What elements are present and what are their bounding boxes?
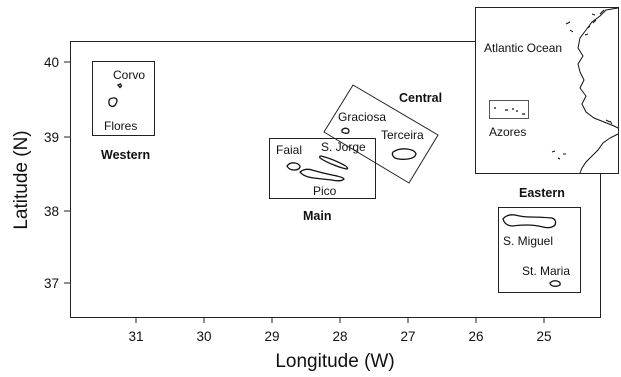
faial-label: Faial <box>276 143 302 157</box>
corvo-island <box>116 83 123 89</box>
y-axis-title: Latitude (N) <box>11 130 32 229</box>
western-group-box <box>92 61 155 136</box>
y-tick-label: 37 <box>44 276 59 291</box>
coast-detail <box>584 9 613 125</box>
main-group: Faial S. Jorge Pico Main <box>269 138 376 223</box>
inset-frame <box>475 7 619 174</box>
flores-island <box>108 97 118 108</box>
main-group-box <box>269 138 376 199</box>
sao-miguel-island <box>502 214 557 229</box>
terceira-label: Terceira <box>381 128 424 142</box>
x-tick-label: 26 <box>468 329 483 344</box>
x-tick-label: 30 <box>196 329 211 344</box>
corvo-label: Corvo <box>113 68 145 82</box>
iberia-coastline <box>577 7 619 129</box>
pico-island <box>299 168 345 182</box>
inset-map: Atlantic Ocean Azores <box>475 7 619 174</box>
central-group: Graciosa Terceira Central <box>323 84 442 184</box>
santa-maria-label: St. Maria <box>522 264 570 278</box>
western-group: Corvo Flores Western <box>92 61 155 162</box>
pico-label: Pico <box>313 184 337 198</box>
graciosa-island <box>341 127 350 134</box>
central-group-box <box>323 84 439 184</box>
y-axis: 40 39 38 37 Latitude (N) <box>11 55 70 291</box>
africa-coastline <box>579 133 619 174</box>
flores-label: Flores <box>104 119 137 133</box>
sao-jorge-island <box>319 155 349 170</box>
y-tick-label: 39 <box>44 130 59 145</box>
santa-maria-island <box>549 280 561 287</box>
eastern-label: Eastern <box>519 186 565 200</box>
x-tick-label: 25 <box>536 329 551 344</box>
x-tick-label: 27 <box>400 329 415 344</box>
y-tick-label: 40 <box>44 55 59 70</box>
x-tick-label: 28 <box>332 329 347 344</box>
plot-frame <box>70 41 601 318</box>
azores-label: Azores <box>489 125 526 139</box>
x-axis: 31 30 29 28 27 26 25 Longitude (W) <box>128 317 552 372</box>
sao-miguel-label: S. Miguel <box>503 234 553 248</box>
terceira-island <box>391 148 417 160</box>
western-label: Western <box>101 148 150 162</box>
x-axis-title: Longitude (W) <box>275 351 394 372</box>
x-tick-label: 31 <box>128 329 143 344</box>
azores-inset-box <box>489 100 529 119</box>
eastern-group: S. Miguel St. Maria Eastern <box>498 186 581 293</box>
central-label: Central <box>399 91 442 105</box>
atlantic-ocean-label: Atlantic Ocean <box>484 41 562 55</box>
sao-jorge-label: S. Jorge <box>321 140 366 154</box>
graciosa-label: Graciosa <box>338 110 386 124</box>
azores-inset-islands <box>494 107 525 115</box>
x-tick-label: 29 <box>264 329 279 344</box>
y-tick-label: 38 <box>44 204 59 219</box>
eastern-group-box <box>498 207 581 293</box>
main-label: Main <box>303 209 331 223</box>
faial-island <box>286 162 301 171</box>
islands-outline <box>551 13 596 160</box>
